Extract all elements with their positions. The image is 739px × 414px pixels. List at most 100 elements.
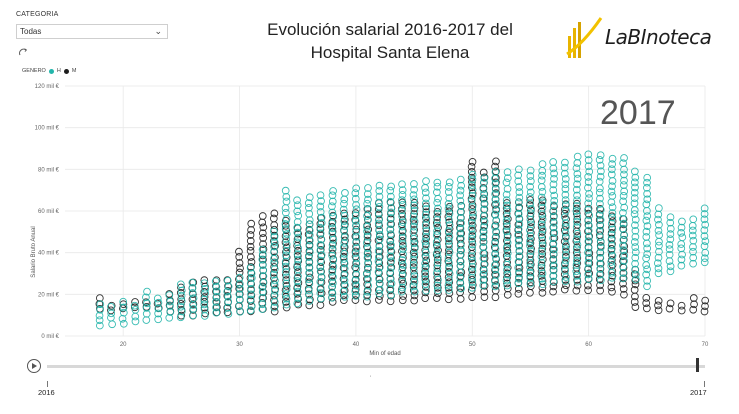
scatter-point-h[interactable]: [305, 220, 314, 229]
scatter-point-h[interactable]: [154, 304, 163, 313]
scatter-point-m[interactable]: [212, 282, 220, 291]
scatter-point-m[interactable]: [247, 253, 255, 261]
scatter-point-h[interactable]: [364, 259, 372, 268]
scatter-point-h[interactable]: [212, 282, 221, 291]
scatter-point-h[interactable]: [468, 240, 477, 249]
scatter-point-h[interactable]: [305, 210, 314, 218]
scatter-point-h[interactable]: [584, 183, 592, 192]
scatter-point-h[interactable]: [270, 281, 279, 289]
scatter-point-h[interactable]: [445, 264, 453, 272]
scatter-point-h[interactable]: [305, 248, 314, 256]
scatter-point-h[interactable]: [305, 297, 314, 305]
scatter-point-h[interactable]: [258, 250, 267, 259]
scatter-point-h[interactable]: [537, 230, 546, 239]
scatter-point-h[interactable]: [375, 226, 384, 234]
scatter-point-h[interactable]: [352, 184, 361, 193]
scatter-point-h[interactable]: [282, 192, 291, 201]
scatter-point-h[interactable]: [607, 258, 616, 266]
scatter-point-h[interactable]: [410, 201, 418, 210]
scatter-point-h[interactable]: [631, 275, 640, 284]
scatter-point-h[interactable]: [608, 252, 617, 260]
scatter-point-m[interactable]: [515, 285, 523, 293]
scatter-point-h[interactable]: [445, 248, 454, 256]
scatter-point-h[interactable]: [305, 275, 313, 284]
scatter-point-m[interactable]: [398, 296, 407, 305]
scatter-point-h[interactable]: [561, 185, 570, 193]
scatter-point-h[interactable]: [468, 191, 477, 200]
scatter-point-h[interactable]: [677, 261, 686, 270]
scatter-point-h[interactable]: [596, 205, 605, 214]
scatter-point-h[interactable]: [619, 236, 628, 244]
scatter-point-h[interactable]: [561, 251, 570, 259]
scatter-point-m[interactable]: [456, 224, 464, 232]
scatter-point-m[interactable]: [339, 291, 348, 300]
scatter-point-h[interactable]: [619, 208, 627, 217]
scatter-point-h[interactable]: [572, 235, 581, 244]
scatter-point-h[interactable]: [386, 246, 395, 255]
scatter-point-m[interactable]: [422, 256, 431, 265]
scatter-point-m[interactable]: [503, 273, 511, 282]
scatter-point-h[interactable]: [515, 193, 524, 202]
scatter-point-m[interactable]: [468, 259, 477, 268]
scatter-point-h[interactable]: [270, 291, 279, 300]
scatter-point-h[interactable]: [526, 182, 534, 191]
scatter-point-h[interactable]: [293, 299, 302, 308]
scatter-point-m[interactable]: [107, 301, 116, 310]
scatter-point-h[interactable]: [422, 215, 431, 223]
scatter-point-h[interactable]: [526, 226, 534, 235]
scatter-point-h[interactable]: [375, 230, 384, 239]
scatter-point-h[interactable]: [340, 199, 348, 208]
scatter-point-h[interactable]: [595, 177, 604, 186]
scatter-point-h[interactable]: [526, 237, 534, 246]
scatter-point-h[interactable]: [491, 185, 500, 193]
scatter-point-h[interactable]: [444, 200, 453, 208]
scatter-point-h[interactable]: [491, 190, 500, 199]
scatter-point-m[interactable]: [630, 298, 639, 306]
scatter-point-h[interactable]: [340, 211, 349, 220]
scatter-point-h[interactable]: [142, 293, 150, 302]
scatter-point-h[interactable]: [456, 191, 464, 200]
scatter-point-h[interactable]: [549, 213, 558, 221]
scatter-point-h[interactable]: [282, 197, 291, 206]
scatter-point-h[interactable]: [561, 158, 569, 167]
scatter-point-h[interactable]: [502, 217, 511, 225]
scatter-point-h[interactable]: [386, 230, 395, 238]
scatter-point-m[interactable]: [246, 231, 255, 239]
scatter-point-h[interactable]: [142, 304, 151, 312]
scatter-point-m[interactable]: [607, 277, 616, 286]
scatter-point-h[interactable]: [480, 266, 488, 275]
scatter-point-h[interactable]: [457, 284, 465, 293]
scatter-point-h[interactable]: [293, 228, 302, 237]
scatter-point-h[interactable]: [409, 191, 418, 199]
scatter-point-h[interactable]: [514, 171, 523, 180]
scatter-point-h[interactable]: [328, 267, 337, 276]
scatter-point-h[interactable]: [363, 292, 371, 301]
scatter-point-m[interactable]: [422, 202, 430, 211]
scatter-point-h[interactable]: [387, 257, 395, 266]
scatter-point-h[interactable]: [468, 186, 477, 194]
scatter-point-h[interactable]: [596, 172, 605, 181]
scatter-point-h[interactable]: [700, 210, 709, 218]
scatter-point-m[interactable]: [631, 303, 640, 311]
scatter-point-h[interactable]: [176, 280, 185, 289]
scatter-point-h[interactable]: [514, 279, 523, 288]
scatter-point-h[interactable]: [654, 226, 663, 235]
scatter-point-m[interactable]: [642, 294, 651, 302]
scatter-point-h[interactable]: [549, 234, 557, 243]
scatter-point-h[interactable]: [655, 220, 663, 229]
scatter-point-m[interactable]: [620, 247, 629, 255]
scatter-point-h[interactable]: [643, 189, 651, 198]
scatter-point-h[interactable]: [351, 211, 360, 220]
scatter-point-h[interactable]: [596, 221, 605, 230]
scatter-point-h[interactable]: [584, 258, 593, 267]
scatter-point-h[interactable]: [666, 218, 675, 227]
scatter-point-m[interactable]: [596, 286, 604, 295]
scatter-point-h[interactable]: [410, 217, 419, 226]
scatter-point-m[interactable]: [654, 296, 663, 305]
scatter-point-h[interactable]: [422, 194, 430, 203]
scatter-point-h[interactable]: [410, 195, 418, 204]
scatter-point-h[interactable]: [328, 208, 337, 217]
scatter-point-m[interactable]: [410, 258, 418, 267]
scatter-point-h[interactable]: [619, 241, 627, 250]
scatter-point-m[interactable]: [433, 261, 442, 270]
